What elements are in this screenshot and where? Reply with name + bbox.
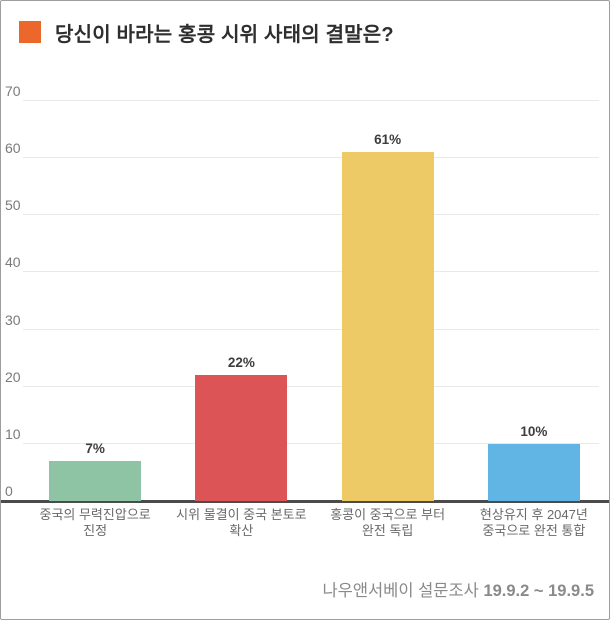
y-tick-label-20: 20 (5, 368, 21, 385)
y-tick-label-70: 70 (5, 83, 21, 99)
y-tick-label-0: 0 (5, 483, 13, 499)
gridline-70 (23, 100, 599, 101)
bar-3 (487, 443, 580, 501)
bar-2 (341, 152, 434, 501)
gridline-60 (23, 157, 599, 159)
y-tick-label-40: 40 (5, 254, 21, 271)
bar-value-label-3: 10% (520, 423, 548, 439)
bar-value-label-1: 22% (227, 355, 255, 371)
gridline-20 (23, 385, 599, 387)
gridline-40 (23, 271, 599, 273)
source-period: 19.9.2 ~ 19.9.5 (483, 582, 594, 600)
legend-bullet-icon (19, 21, 41, 43)
x-axis-label-3: 현상유지 후 2047년 중국으로 완전 통합 (479, 507, 588, 538)
y-tick-label-30: 30 (5, 311, 21, 328)
x-axis-label-2: 홍콩이 중국으로 부터 완전 독립 (330, 507, 446, 538)
chart-title: 당신이 바라는 홍콩 시위 사태의 결말은? (55, 24, 394, 46)
bar-1 (195, 375, 288, 501)
gridline-50 (23, 214, 599, 216)
gridline-10 (23, 442, 599, 444)
bar-value-label-0: 7% (85, 441, 105, 456)
x-axis-label-0: 중국의 무력진압으로 진정 (39, 507, 151, 538)
gridline-30 (23, 328, 599, 330)
y-tick-label-10: 10 (5, 425, 21, 442)
bar-value-label-2: 61% (374, 132, 402, 148)
x-axis-labels: 중국의 무력진압으로 진정 시위 물결이 중국 본토로 확산 홍콩이 중국으로 부터… (22, 507, 607, 539)
source-caption: 나우앤서베이 설문조사 19.9.2 ~ 19.9.5 (322, 577, 594, 601)
source-name: 나우앤서베이 설문조사 (322, 582, 479, 600)
x-axis-label-1: 시위 물결이 중국 본토로 확산 (176, 507, 307, 538)
y-tick-label-50: 50 (5, 197, 21, 214)
plot-area: 0 10 20 30 40 50 60 70 (5, 84, 599, 501)
bars-layer: 7% 22% 61% 10% (22, 101, 607, 501)
bar-0 (49, 461, 142, 501)
y-tick-label-60: 60 (5, 140, 21, 157)
x-axis-baseline (1, 500, 609, 503)
